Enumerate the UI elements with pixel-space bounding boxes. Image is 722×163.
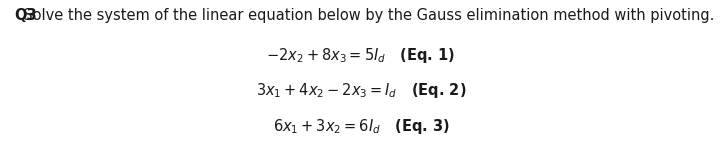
Text: $3x_1 + 4x_2 - 2x_3 = I_d$   (Eq. 2): $3x_1 + 4x_2 - 2x_3 = I_d$ (Eq. 2) xyxy=(256,82,466,101)
Text: $-2x_2 + 8x_3 = 5I_d$   (Eq. 1): $-2x_2 + 8x_3 = 5I_d$ (Eq. 1) xyxy=(266,46,456,65)
Text: Solve the system of the linear equation below by the Gauss elimination method wi: Solve the system of the linear equation … xyxy=(14,8,715,23)
Text: $6x_1 + 3x_2 = 6I_d$   (Eq. 3): $6x_1 + 3x_2 = 6I_d$ (Eq. 3) xyxy=(272,117,450,136)
Text: Q3: Q3 xyxy=(14,8,37,23)
